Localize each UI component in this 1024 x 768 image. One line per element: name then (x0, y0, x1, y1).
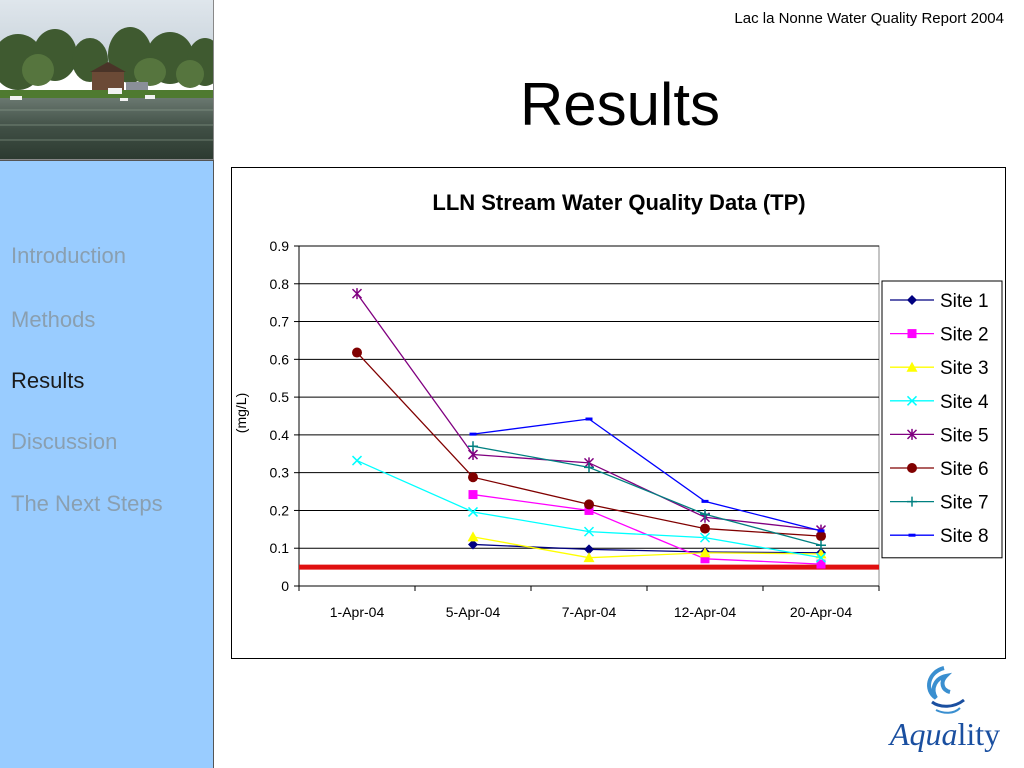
nav-item-next-steps[interactable]: The Next Steps (11, 491, 163, 516)
data-point-site-8 (469, 432, 477, 436)
data-point-site-3 (583, 552, 595, 563)
data-point-site-4 (467, 506, 479, 517)
nav-item-discussion[interactable]: Discussion (11, 429, 118, 454)
legend-label-site-1: Site 1 (940, 291, 989, 312)
data-point-site-4 (351, 455, 363, 466)
data-point-site-7 (816, 540, 826, 551)
legend-label-site-4: Site 4 (940, 392, 989, 413)
data-point-site-5 (351, 288, 363, 300)
x-tick-label: 7-Apr-04 (562, 604, 617, 620)
report-title: Lac la Nonne Water Quality Report 2004 (734, 10, 1004, 27)
y-tick-label: 0.2 (270, 502, 290, 518)
logo-text-regular: lity (957, 716, 1001, 752)
legend-marker-site-6 (907, 463, 917, 473)
nav-item-results[interactable]: Results (11, 368, 85, 393)
legend-label-site-7: Site 7 (940, 493, 989, 514)
page-title: Results (519, 71, 721, 138)
legend-marker-site-5 (906, 428, 918, 440)
data-point-site-3 (699, 547, 711, 558)
legend-label-site-5: Site 5 (940, 425, 989, 446)
data-point-site-7 (584, 462, 594, 473)
data-point-site-7 (700, 509, 710, 520)
data-point-site-2 (816, 559, 826, 569)
series-line-site-8 (472, 418, 822, 532)
data-point-site-2 (468, 490, 478, 500)
data-point-site-2 (700, 554, 710, 564)
data-point-site-2 (584, 505, 594, 515)
lake-photo-image (0, 0, 213, 159)
aquality-logo: Aquality (880, 662, 1010, 762)
legend-marker-site-8 (908, 533, 916, 537)
lake-photo (0, 0, 214, 160)
line-chart: LLN Stream Water Quality Data (TP) (mg/L… (233, 190, 1003, 620)
data-point-site-4 (583, 526, 595, 537)
series-line-site-7 (472, 445, 822, 546)
y-tick-label: 0.6 (270, 351, 290, 367)
chart-container: LLN Stream Water Quality Data (TP) (mg/L… (231, 167, 1006, 659)
y-tick-label: 0 (281, 578, 289, 594)
y-tick-label: 0.8 (270, 276, 290, 292)
data-point-site-4 (699, 532, 711, 543)
aquality-logo-text: Aquality (880, 716, 1010, 753)
y-tick-label: 0.3 (270, 465, 290, 481)
data-point-site-8 (817, 529, 825, 533)
legend-marker-site-1 (907, 295, 917, 305)
legend-label-site-8: Site 8 (940, 526, 989, 547)
legend-box (881, 280, 1003, 559)
data-point-site-1 (584, 544, 594, 555)
data-point-site-8 (701, 499, 709, 503)
x-tick-label: 1-Apr-04 (330, 604, 385, 620)
x-tick-label: 20-Apr-04 (790, 604, 852, 620)
data-point-site-6 (816, 531, 826, 542)
logo-text-italic: Aqua (889, 716, 958, 752)
y-tick-label: 0.7 (270, 314, 290, 330)
data-point-site-6 (700, 523, 710, 534)
data-point-site-1 (468, 539, 478, 550)
legend-label-site-3: Site 3 (940, 358, 989, 379)
data-point-site-6 (352, 347, 362, 358)
data-point-site-7 (468, 441, 478, 452)
legend-marker-site-4 (906, 395, 918, 406)
y-tick-label: 0.9 (270, 238, 290, 254)
series-line-site-3 (472, 536, 822, 559)
y-tick-label: 0.5 (270, 389, 290, 405)
legend-label-site-6: Site 6 (940, 459, 989, 480)
data-point-site-6 (468, 472, 478, 483)
y-tick-label: 0.1 (270, 540, 290, 556)
x-tick-label: 12-Apr-04 (674, 604, 736, 620)
aquality-logo-icon (927, 666, 965, 714)
y-axis-label: (mg/L) (233, 393, 249, 433)
x-tick-label: 5-Apr-04 (446, 604, 501, 620)
data-point-site-4 (815, 552, 827, 563)
plot-area (298, 245, 880, 587)
sidebar-nav: Introduction Methods Results Discussion … (0, 160, 214, 768)
legend-marker-site-7 (907, 496, 917, 507)
nav-item-methods[interactable]: Methods (11, 307, 96, 332)
legend-marker-site-2 (907, 329, 917, 339)
legend-marker-site-3 (906, 361, 918, 372)
data-point-site-6 (584, 499, 594, 510)
data-point-site-8 (585, 417, 593, 421)
y-tick-label: 0.4 (270, 427, 290, 443)
legend-label-site-2: Site 2 (940, 325, 989, 346)
chart-title: LLN Stream Water Quality Data (TP) (432, 190, 805, 215)
data-point-site-3 (467, 531, 479, 542)
nav-item-introduction[interactable]: Introduction (11, 243, 126, 268)
